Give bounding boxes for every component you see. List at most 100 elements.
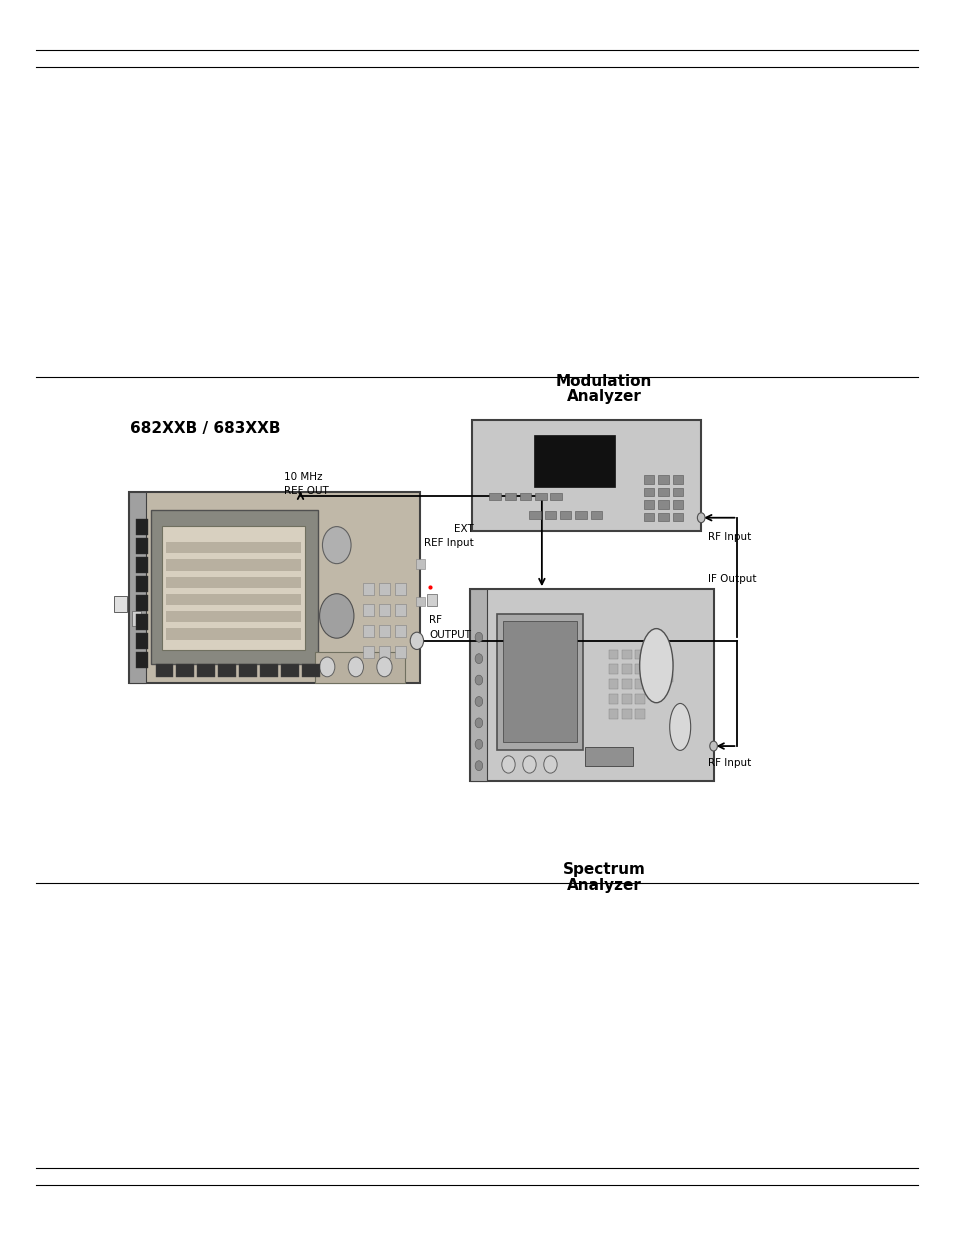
Bar — [575, 511, 586, 519]
Bar — [608, 694, 618, 704]
Bar — [472, 420, 700, 531]
Bar — [544, 511, 556, 519]
Bar — [362, 604, 374, 616]
Text: 682XXB / 683XXB: 682XXB / 683XXB — [130, 421, 280, 436]
Bar — [643, 500, 654, 509]
Text: EXT: EXT — [454, 524, 474, 534]
Circle shape — [475, 676, 482, 685]
Bar — [281, 664, 298, 677]
Bar — [529, 511, 540, 519]
Circle shape — [322, 526, 351, 563]
Circle shape — [475, 718, 482, 727]
Bar — [635, 664, 644, 674]
Bar — [672, 513, 682, 521]
Circle shape — [475, 740, 482, 750]
Bar — [656, 674, 662, 682]
Bar — [658, 500, 668, 509]
Bar — [166, 559, 301, 571]
Bar — [166, 542, 301, 553]
Bar — [395, 646, 406, 658]
Bar — [314, 652, 405, 683]
Bar — [658, 488, 668, 496]
Bar — [166, 611, 301, 622]
Bar — [658, 513, 668, 521]
Circle shape — [475, 632, 482, 642]
Circle shape — [348, 657, 363, 677]
Bar — [535, 493, 546, 500]
Bar — [590, 511, 601, 519]
Bar — [621, 694, 631, 704]
Bar — [239, 664, 256, 677]
Bar — [635, 650, 644, 659]
Text: Analyzer: Analyzer — [566, 389, 640, 404]
Bar — [136, 614, 148, 630]
Circle shape — [475, 761, 482, 771]
Bar — [635, 709, 644, 719]
Bar — [260, 664, 277, 677]
Bar — [497, 614, 582, 750]
Circle shape — [475, 653, 482, 663]
Bar — [378, 583, 390, 595]
Bar — [362, 625, 374, 637]
Bar — [362, 583, 374, 595]
Bar — [129, 492, 419, 683]
Bar — [584, 747, 632, 766]
Bar — [166, 577, 301, 588]
Circle shape — [697, 513, 704, 522]
Text: OUTPUT: OUTPUT — [429, 630, 471, 640]
Bar — [502, 621, 577, 742]
Bar — [136, 538, 148, 555]
Bar — [136, 519, 148, 535]
Text: REF OUT: REF OUT — [284, 487, 329, 496]
Bar — [218, 664, 235, 677]
Bar — [643, 475, 654, 484]
Bar — [302, 664, 319, 677]
Bar — [155, 664, 172, 677]
Bar — [176, 664, 193, 677]
Circle shape — [543, 756, 557, 773]
Text: Spectrum: Spectrum — [562, 862, 644, 877]
Circle shape — [376, 657, 392, 677]
Bar — [114, 597, 127, 613]
Text: IF Output: IF Output — [707, 574, 756, 584]
Bar — [621, 664, 631, 674]
Bar — [129, 492, 146, 683]
Bar — [621, 679, 631, 689]
Bar — [136, 652, 148, 668]
Bar — [166, 629, 301, 640]
Bar — [672, 475, 682, 484]
Text: RF Input: RF Input — [707, 758, 750, 768]
Bar — [665, 674, 672, 682]
Bar — [665, 659, 672, 667]
Text: 10 MHz: 10 MHz — [284, 472, 322, 482]
Bar — [378, 604, 390, 616]
Bar — [136, 576, 148, 592]
Circle shape — [319, 594, 354, 638]
Bar — [608, 664, 618, 674]
Text: RF: RF — [429, 615, 442, 625]
Bar — [608, 650, 618, 659]
Bar — [635, 679, 644, 689]
Text: Modulation: Modulation — [555, 374, 652, 389]
Bar — [470, 589, 487, 781]
Bar — [395, 625, 406, 637]
Bar — [656, 659, 662, 667]
Bar — [621, 709, 631, 719]
Bar — [643, 488, 654, 496]
Circle shape — [319, 657, 335, 677]
Bar — [362, 646, 374, 658]
Ellipse shape — [669, 704, 690, 751]
Bar — [519, 493, 531, 500]
Circle shape — [709, 741, 717, 751]
Bar — [658, 475, 668, 484]
Bar — [416, 559, 425, 569]
Bar — [470, 589, 713, 781]
Bar — [136, 634, 148, 650]
Bar — [643, 513, 654, 521]
Bar — [416, 597, 425, 606]
Bar — [608, 679, 618, 689]
Circle shape — [501, 756, 515, 773]
Bar — [378, 625, 390, 637]
Text: RF Input: RF Input — [707, 532, 750, 542]
Bar — [197, 664, 214, 677]
